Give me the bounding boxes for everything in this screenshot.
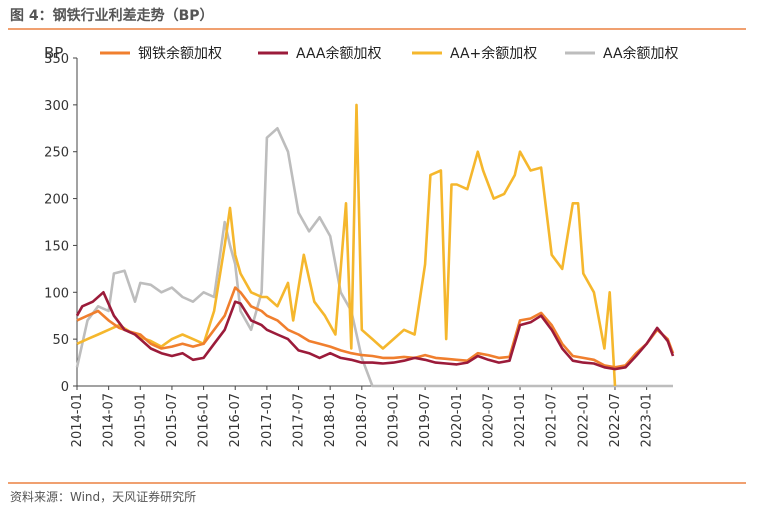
x-tick-label: 2014-07 <box>102 393 117 447</box>
title-divider <box>8 28 746 30</box>
x-tick-label: 2021-01 <box>513 393 528 447</box>
x-tick-label: 2015-07 <box>165 393 180 447</box>
x-tick-label: 2019-01 <box>386 393 401 447</box>
x-tick-label: 2015-01 <box>133 393 148 447</box>
x-tick-label: 2023-01 <box>640 393 655 447</box>
x-tick-label: 2018-07 <box>355 393 370 447</box>
spread-line-chart: 0 50 100 150 200 250 300 350 2014-01 2014-07 2015-… <box>44 44 679 447</box>
series-line-2 <box>75 291 675 371</box>
legend-label-4: AA余额加权 <box>603 45 679 62</box>
legend-label-1: 钢铁余额加权 <box>138 45 222 62</box>
y-tick-label: 350 <box>44 52 69 67</box>
x-tick-label: 2019-07 <box>418 393 433 447</box>
x-tick-label: 2016-01 <box>197 393 212 447</box>
x-tick-label: 2022-01 <box>576 393 591 447</box>
y-tick-label: 100 <box>44 286 69 301</box>
legend-label-3: AA+余额加权 <box>450 45 537 62</box>
source-note: 资料来源：Wind，天风证券研究所 <box>10 490 197 504</box>
y-tick-label: 200 <box>44 193 69 208</box>
x-tick-label: 2020-01 <box>450 393 465 447</box>
x-tick-label: 2017-01 <box>260 393 275 447</box>
x-tick-label: 2022-07 <box>608 393 623 447</box>
series-line-3 <box>76 103 617 387</box>
y-tick-label: 250 <box>44 146 69 161</box>
source-divider <box>8 482 746 484</box>
legend-label-2: AAA余额加权 <box>296 45 382 62</box>
y-tick-label: 300 <box>44 99 69 114</box>
x-tick-label: 2017-07 <box>292 393 307 447</box>
series-line-1 <box>76 286 675 369</box>
x-tick-label: 2020-07 <box>481 393 496 447</box>
x-tick-label: 2021-07 <box>545 393 560 447</box>
y-tick-label: 50 <box>52 333 69 348</box>
series-line-4 <box>75 127 673 388</box>
x-tick-label: 2014-01 <box>70 393 85 447</box>
x-tick-label: 2018-01 <box>323 393 338 447</box>
figure-title: 图 4：钢铁行业利差走势（BP） <box>10 8 214 24</box>
x-tick-label: 2016-07 <box>228 393 243 447</box>
y-tick-label: 150 <box>44 239 69 254</box>
y-axis-unit-label: BP <box>44 44 63 62</box>
y-tick-label: 0 <box>61 380 69 395</box>
